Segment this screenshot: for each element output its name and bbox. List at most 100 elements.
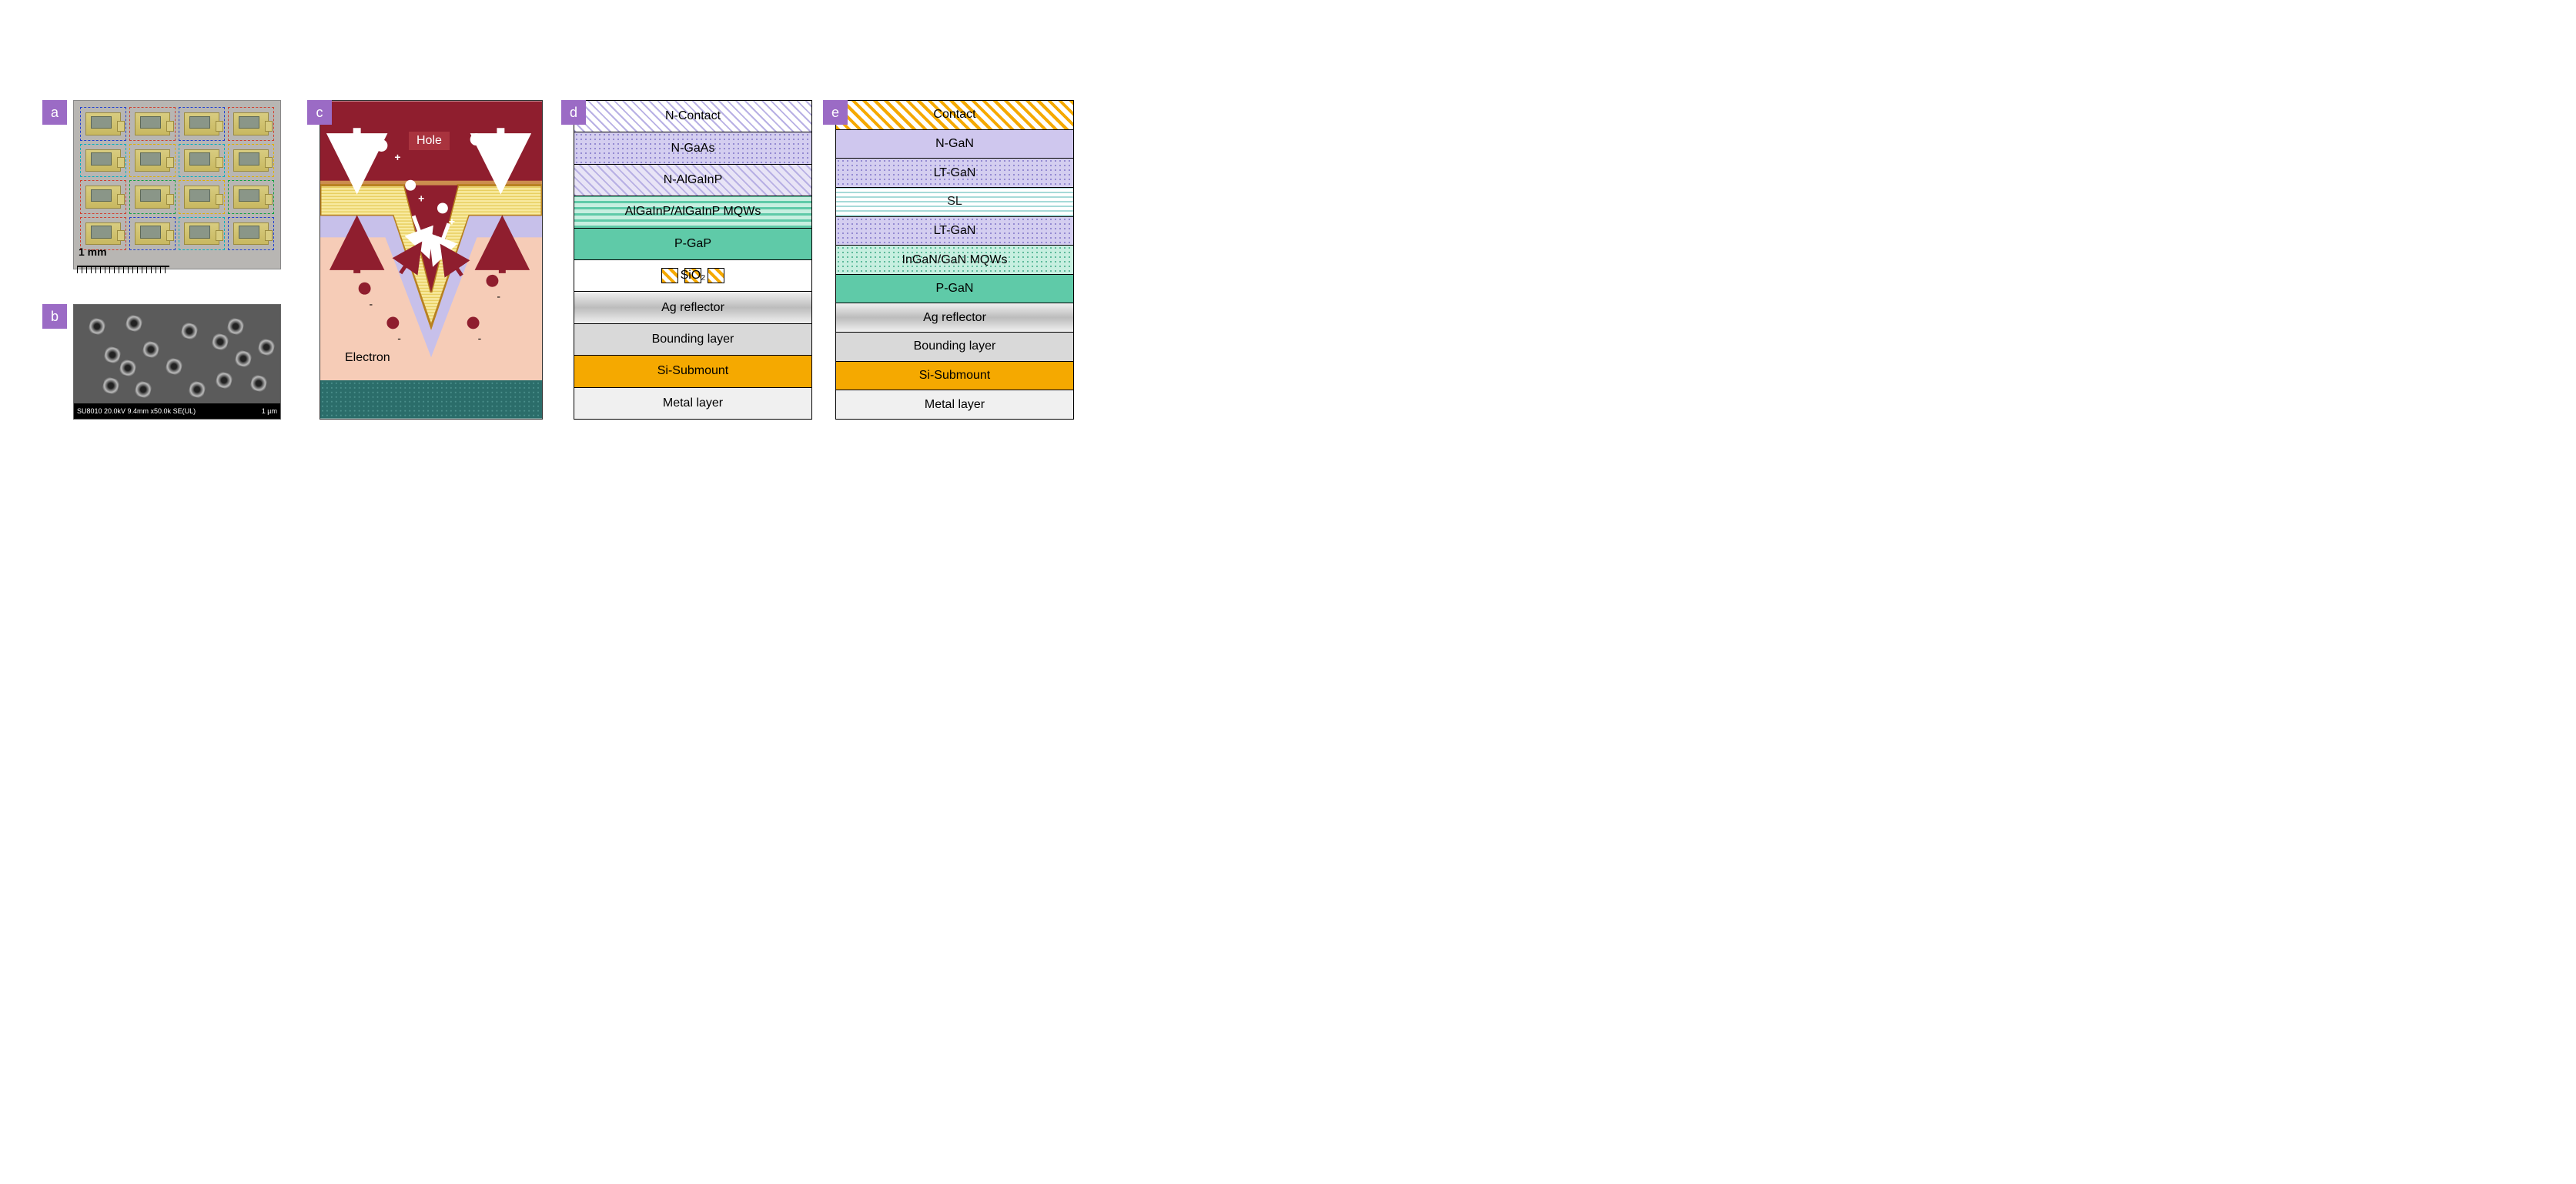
chip-die: [91, 189, 111, 202]
stack-layer: Metal layer: [836, 390, 1073, 419]
chip-die: [91, 152, 111, 166]
chip-cell: [129, 180, 176, 214]
chip-body: [135, 222, 170, 246]
layer-label: P-GaP: [674, 237, 711, 251]
svg-text:-: -: [478, 332, 482, 344]
layer-label: LT-GaN: [934, 224, 976, 238]
chip-body: [85, 112, 121, 135]
stack-layer: N-GaN: [836, 130, 1073, 159]
sem-flake: [249, 374, 268, 393]
sem-flake: [102, 376, 120, 395]
figure-root: a b c d e 1 mm SU8010 20.0kV 9.4mm x50.0…: [0, 0, 1193, 548]
chip-die: [189, 152, 209, 166]
layer-label: Metal layer: [663, 396, 723, 410]
chip-body: [85, 186, 121, 209]
chip-cell: [179, 217, 225, 251]
layer-label: Bounding layer: [914, 339, 996, 353]
layer-label: N-AlGaInP: [664, 173, 722, 187]
stack-layer: LT-GaN: [836, 159, 1073, 188]
layer-label: SL: [947, 195, 962, 209]
chip-cell: [80, 144, 126, 178]
panel-a-chip-grid: [80, 107, 274, 250]
sem-flake: [180, 322, 199, 340]
sem-flake: [134, 380, 152, 399]
sio2-via: [708, 268, 724, 283]
stack-layer: N-AlGaInP: [574, 165, 811, 196]
chip-pad: [117, 230, 125, 241]
panel-label-a: a: [42, 100, 67, 125]
stack-layer: Contact: [836, 101, 1073, 130]
panel-a-scalebar-text: 1 mm: [79, 246, 107, 258]
chip-body: [135, 186, 170, 209]
sem-flake: [103, 346, 122, 364]
chip-pad: [166, 230, 174, 241]
panel-label-b: b: [42, 304, 67, 329]
chip-cell: [179, 180, 225, 214]
layer-label: N-Contact: [665, 109, 721, 123]
stack-layer: N-GaAs: [574, 132, 811, 164]
panel-b-sem: SU8010 20.0kV 9.4mm x50.0k SE(UL) 1 µm: [73, 304, 281, 420]
stack-layer: P-GaP: [574, 229, 811, 260]
sem-flake: [125, 314, 143, 333]
chip-body: [184, 112, 219, 135]
layer-label: Bounding layer: [652, 333, 734, 346]
chip-cell: [80, 107, 126, 141]
chip-cell: [228, 217, 274, 251]
stack-layer: Ag reflector: [574, 292, 811, 323]
chip-die: [140, 116, 160, 129]
sem-strip-right: 1 µm: [262, 403, 277, 419]
chip-pad: [166, 157, 174, 168]
stack-layer: InGaN/GaN MQWs: [836, 246, 1073, 275]
chip-body: [184, 222, 219, 246]
chip-body: [233, 149, 269, 172]
panel-c-electron-label: Electron: [345, 351, 390, 365]
layer-label: InGaN/GaN MQWs: [902, 253, 1008, 267]
panel-label-c: c: [307, 100, 332, 125]
chip-cell: [228, 180, 274, 214]
sem-flake: [234, 350, 253, 368]
chip-cell: [179, 144, 225, 178]
stack-layer: Metal layer: [574, 388, 811, 419]
panel-c-schematic: + + + - - - -: [319, 100, 543, 420]
chip-pad: [117, 194, 125, 205]
sem-flake: [257, 338, 276, 356]
chip-pad: [216, 194, 223, 205]
layer-label: Ag reflector: [923, 311, 986, 325]
sem-flake: [188, 380, 206, 399]
chip-die: [140, 226, 160, 239]
chip-pad: [265, 194, 273, 205]
layer-label: AlGaInP/AlGaInP MQWs: [625, 205, 761, 219]
chip-die: [189, 189, 209, 202]
chip-cell: [179, 107, 225, 141]
chip-pad: [166, 121, 174, 132]
chip-die: [189, 226, 209, 239]
layer-label: Ag reflector: [661, 301, 724, 315]
stack-layer: SiO₂: [574, 260, 811, 292]
layer-label: Contact: [933, 108, 975, 122]
sem-flake: [119, 359, 137, 377]
chip-body: [184, 186, 219, 209]
chip-die: [239, 189, 259, 202]
chip-die: [239, 116, 259, 129]
sem-flake: [211, 333, 229, 351]
chip-pad: [216, 121, 223, 132]
sio2-via-row: SiO₂: [655, 268, 731, 283]
sem-flake: [88, 317, 106, 336]
layer-label: P-GaN: [936, 282, 974, 296]
chip-pad: [216, 157, 223, 168]
chip-pad: [265, 157, 273, 168]
chip-body: [233, 186, 269, 209]
chip-die: [91, 226, 111, 239]
svg-text:-: -: [370, 298, 373, 310]
chip-die: [140, 152, 160, 166]
chip-pad: [216, 230, 223, 241]
chip-die: [189, 116, 209, 129]
chip-cell: [129, 107, 176, 141]
panel-e-stack: ContactN-GaNLT-GaNSLLT-GaNInGaN/GaN MQWs…: [835, 100, 1074, 420]
svg-text:+: +: [418, 192, 424, 205]
stack-layer: SL: [836, 188, 1073, 217]
chip-cell: [129, 217, 176, 251]
stack-layer: Ag reflector: [836, 303, 1073, 333]
panel-label-e: e: [823, 100, 848, 125]
panel-label-d: d: [561, 100, 586, 125]
